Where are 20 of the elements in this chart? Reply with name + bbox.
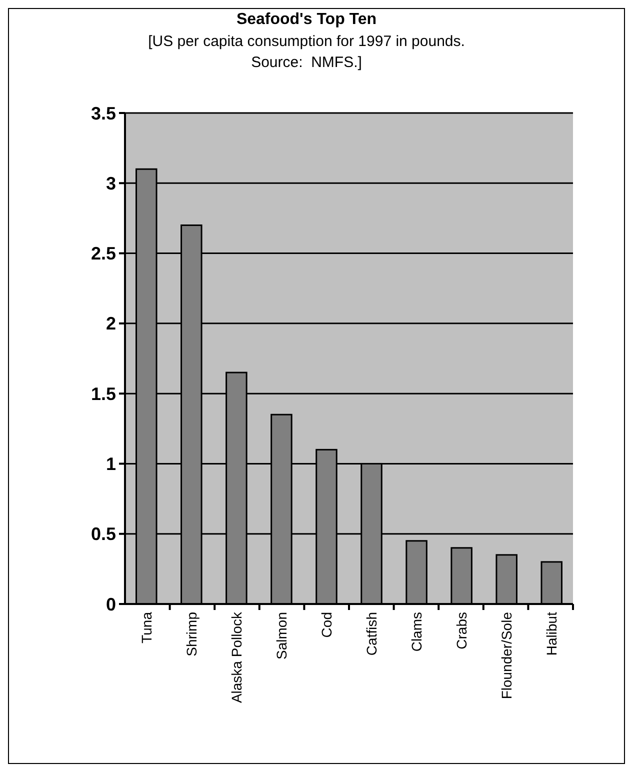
x-tick-label: Cod bbox=[318, 612, 334, 638]
y-tick-label: 0 bbox=[106, 594, 116, 614]
chart-title: Seafood's Top Ten bbox=[236, 11, 377, 28]
y-tick-label: 0.5 bbox=[90, 524, 116, 544]
x-tick-label: Flounder/Sole bbox=[498, 612, 514, 700]
x-tick-label: Halibut bbox=[544, 612, 560, 656]
y-tick-label: 3.5 bbox=[90, 103, 116, 124]
x-tick-label: Tuna bbox=[138, 612, 154, 644]
x-tick-label: Clams bbox=[408, 612, 424, 652]
chart-subtitle: [US per capita consumption for 1997 in pounds. Source: NMFS.] bbox=[148, 33, 465, 71]
x-tick-label: Shrimp bbox=[183, 612, 200, 656]
x-tick-label: Crabs bbox=[453, 612, 470, 650]
x-tick-label: Catfish bbox=[363, 612, 380, 656]
y-tick-label: 2 bbox=[106, 314, 116, 334]
x-tick-label: Alaska Pollock bbox=[228, 611, 244, 704]
y-tick-label: 1.5 bbox=[90, 384, 116, 404]
x-tick-label: Salmon bbox=[273, 612, 290, 660]
y-tick-label: 3 bbox=[106, 173, 116, 194]
y-tick-label: 2.5 bbox=[90, 244, 116, 264]
y-tick-label: 1 bbox=[106, 454, 116, 474]
